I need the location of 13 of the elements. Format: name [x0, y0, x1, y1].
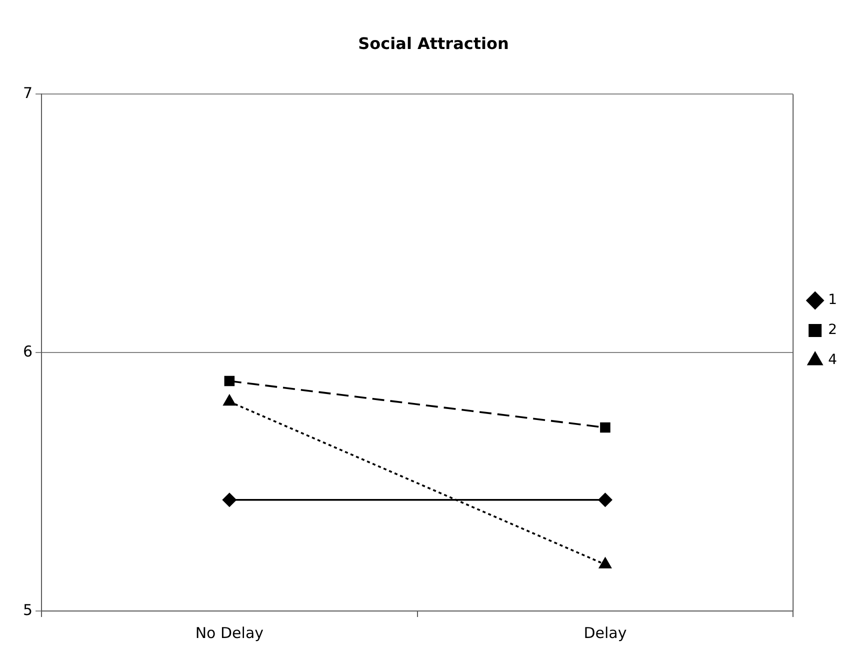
point	[224, 376, 235, 386]
y-tick-label: 7	[22, 84, 33, 102]
chart-title: Social Attraction	[358, 34, 509, 53]
x-tick-label: Delay	[584, 624, 627, 642]
y-tick-label: 6	[22, 342, 33, 360]
point	[600, 422, 610, 433]
legend-label: 2	[828, 322, 838, 338]
legend-label: 1	[828, 292, 838, 308]
point	[222, 492, 236, 507]
point	[598, 492, 612, 507]
legend-label: 4	[828, 352, 838, 368]
x-tick-label: No Delay	[195, 624, 264, 642]
y-tick-label: 5	[22, 600, 33, 619]
